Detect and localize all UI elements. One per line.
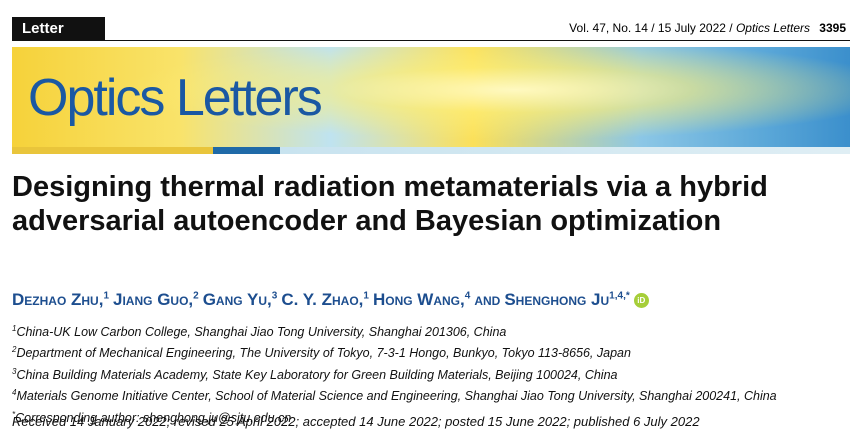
author-name: Jiang Guo,	[113, 290, 194, 309]
authors: Dezhao Zhu,1 Jiang Guo,2 Gang Yu,3 C. Y. Zh…	[12, 290, 649, 310]
affiliation-mark: 2	[12, 345, 17, 355]
author-name: Shenghong Ju	[504, 290, 610, 309]
author-mark: 3	[271, 290, 278, 302]
author: Jiang Guo,2	[113, 290, 199, 309]
affiliation-text: Materials Genome Initiative Center, Scho…	[16, 389, 777, 404]
affiliation: 1China-UK Low Carbon College, Shanghai J…	[12, 320, 777, 341]
affiliation-mark: 1	[12, 324, 17, 333]
banner	[12, 47, 850, 154]
affiliation: *Corresponding author: shenghong.ju@sjtu…	[12, 406, 777, 427]
author-mark: 1,4,*	[609, 290, 630, 302]
journal-name: Optics Letters	[735, 21, 810, 35]
affiliation-text: China-UK Low Carbon College, Shanghai Ji…	[16, 325, 507, 340]
affiliation-text: Corresponding author: shenghong.ju@sjtu.…	[15, 410, 292, 425]
dates: Received 14 January 2022; revised 25 Apr…	[12, 414, 700, 429]
author-name: Hong Wang,	[372, 290, 465, 309]
author-name: Gang Yu,	[202, 290, 272, 309]
author-mark: 4	[464, 290, 471, 302]
banner-title: Optics Letters	[28, 69, 323, 127]
author: Gang Yu,3	[203, 290, 278, 309]
author-name: C. Y. Zhao,	[281, 290, 364, 309]
affiliation: 3China Building Materials Academy, State…	[12, 363, 777, 384]
page-number: 3395	[819, 21, 846, 35]
author: Dezhao Zhu,1	[12, 290, 109, 309]
author-mark: 2	[193, 290, 199, 302]
banner-strip	[12, 147, 850, 154]
paper-title: Designing thermal radiation metamaterial…	[12, 171, 768, 237]
author: and	[474, 290, 500, 309]
affiliation-mark: 4	[12, 388, 17, 398]
author: Shenghong Ju1,4,*	[504, 290, 629, 309]
author: C. Y. Zhao,1	[281, 290, 369, 309]
affiliation-text: Department of Mechanical Engineering, Th…	[16, 346, 631, 361]
header-rule	[12, 40, 850, 41]
author-mark: 1	[363, 290, 369, 302]
author-name: and	[474, 290, 501, 309]
orcid-icon: iD	[633, 293, 649, 308]
affiliation-mark: 3	[12, 366, 17, 376]
affiliation: 4Materials Genome Initiative Center, Sch…	[12, 384, 777, 405]
affiliation-text: China Building Materials Academy, State …	[16, 368, 618, 383]
volume-info: Vol. 47, No. 14 / 15 July 2022 / Optics …	[569, 21, 810, 35]
author-name: Dezhao Zhu,	[12, 290, 104, 309]
affiliation-mark: *	[12, 409, 16, 419]
affiliations: 1China-UK Low Carbon College, Shanghai J…	[12, 320, 777, 427]
section-label: Letter	[12, 17, 105, 40]
volume: Vol. 47, No. 14 / 15 July 2022 /	[569, 21, 733, 35]
author-mark: 1	[103, 290, 110, 302]
author: Hong Wang,4	[373, 290, 470, 309]
affiliation: 2Department of Mechanical Engineering, T…	[12, 341, 777, 362]
